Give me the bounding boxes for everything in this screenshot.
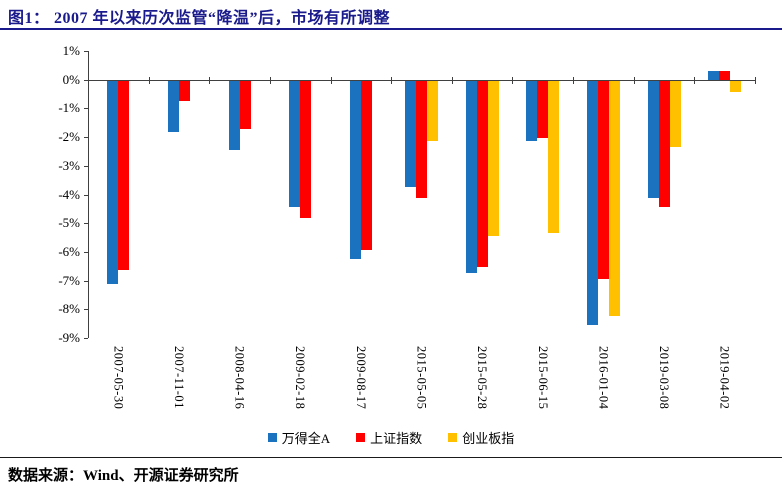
legend-item-上证指数: 上证指数 xyxy=(356,428,422,447)
legend-label: 上证指数 xyxy=(370,431,423,446)
x-axis-category-label: 2008-04-16 xyxy=(232,346,247,410)
bar-上证指数-2019-03-08 xyxy=(658,80,670,207)
y-axis-tick-label: -9% xyxy=(58,330,80,345)
x-axis-tick xyxy=(148,76,150,84)
y-axis-tick-label: -6% xyxy=(58,243,80,259)
y-axis-tick xyxy=(84,108,88,110)
y-axis-tick xyxy=(84,280,88,282)
bar-万得全A-2009-02-18 xyxy=(289,80,301,207)
x-axis-tick xyxy=(573,76,575,84)
x-axis-category-label: 2015-05-05 xyxy=(414,346,429,410)
bar-创业板指-2015-06-15 xyxy=(548,80,560,233)
bar-万得全A-2016-01-04 xyxy=(586,80,598,325)
y-axis-tick xyxy=(84,309,88,311)
bar-上证指数-2009-08-17 xyxy=(360,80,372,251)
bar-上证指数-2015-06-15 xyxy=(537,80,549,139)
bar-创业板指-2015-05-28 xyxy=(487,80,499,236)
y-axis-tick xyxy=(84,223,88,225)
x-axis-tick xyxy=(209,76,211,84)
x-axis-tick xyxy=(269,76,271,84)
bar-万得全A-2007-05-30 xyxy=(107,80,119,285)
figure-footer: 数据来源：Wind、开源证券研究所 xyxy=(0,457,782,489)
y-axis-tick xyxy=(84,79,88,81)
x-axis-tick xyxy=(633,76,635,84)
x-axis-category-label: 2007-05-30 xyxy=(111,346,126,410)
legend-swatch-icon xyxy=(267,433,277,442)
x-axis-tick xyxy=(330,76,332,84)
figure-header: 图1： 2007 年以来历次监管“降温”后，市场有所调整 xyxy=(0,0,782,28)
x-axis-tick xyxy=(391,76,393,84)
y-axis-tick-label: 0% xyxy=(62,71,80,87)
y-axis-line xyxy=(88,51,89,338)
y-axis-tick-label: -1% xyxy=(58,100,80,116)
x-axis-line xyxy=(88,79,755,81)
bar-上证指数-2015-05-05 xyxy=(416,80,427,199)
x-axis-tick xyxy=(451,76,453,84)
bar-创业板指-2019-04-02 xyxy=(730,80,742,93)
bar-上证指数-2007-11-01 xyxy=(178,80,190,101)
bar-上证指数-2007-05-30 xyxy=(118,80,130,271)
y-axis-tick-label: 1% xyxy=(62,43,80,58)
bar-chart: 1% 0% -1% -2% -3% -4% -5% -6% -7% -8% -9% 2007-05-3… xyxy=(0,30,782,456)
y-axis-tick xyxy=(84,51,88,52)
x-axis-category-label: 2015-06-15 xyxy=(535,346,550,410)
bar-创业板指-2015-05-05 xyxy=(427,80,438,141)
bar-上证指数-2019-04-02 xyxy=(719,71,731,80)
bar-创业板指-2019-03-08 xyxy=(669,80,681,147)
bar-上证指数-2015-05-28 xyxy=(476,80,488,268)
bar-万得全A-2009-08-17 xyxy=(349,80,361,259)
y-axis-tick-label: -3% xyxy=(58,157,80,173)
bar-万得全A-2015-05-28 xyxy=(465,80,477,273)
y-axis-tick xyxy=(84,338,88,339)
y-axis-tick-label: -8% xyxy=(58,301,80,317)
bar-万得全A-2015-05-05 xyxy=(405,80,416,187)
legend-label: 创业板指 xyxy=(462,431,515,446)
y-axis-tick xyxy=(84,165,88,167)
legend-swatch-icon xyxy=(356,433,366,442)
y-axis-tick-label: -4% xyxy=(58,186,80,202)
legend-swatch-icon xyxy=(448,433,458,442)
legend-label: 万得全A xyxy=(281,431,331,446)
y-axis-tick-label: -7% xyxy=(58,272,80,288)
bar-创业板指-2016-01-04 xyxy=(608,80,620,317)
x-axis-category-label: 2009-08-17 xyxy=(353,346,368,410)
x-axis-category-label: 2016-01-04 xyxy=(596,346,611,410)
figure-title: 图1： 2007 年以来历次监管“降温”后，市场有所调整 xyxy=(8,10,391,27)
x-axis-category-label: 2019-04-02 xyxy=(717,346,732,410)
y-axis-tick xyxy=(84,137,88,139)
x-axis-category-label: 2007-11-01 xyxy=(171,346,186,409)
x-axis-category-label: 2015-05-28 xyxy=(475,346,490,410)
bar-万得全A-2007-11-01 xyxy=(167,80,179,133)
data-source-text: 数据来源：Wind、开源证券研究所 xyxy=(8,468,239,484)
legend-item-创业板指: 创业板指 xyxy=(448,428,514,447)
y-axis-tick-label: -2% xyxy=(58,129,80,145)
x-axis-category-label: 2009-02-18 xyxy=(293,346,308,410)
x-axis-tick xyxy=(755,76,756,84)
header-rule xyxy=(0,28,782,30)
x-axis-tick xyxy=(694,76,696,84)
bar-万得全A-2008-04-16 xyxy=(228,80,240,150)
x-axis-tick xyxy=(512,76,514,84)
bar-上证指数-2008-04-16 xyxy=(239,80,251,130)
bar-万得全A-2015-06-15 xyxy=(526,80,538,141)
legend-item-万得全A: 万得全A xyxy=(267,428,331,447)
y-axis-tick xyxy=(84,251,88,253)
bar-上证指数-2016-01-04 xyxy=(597,80,609,279)
bar-万得全A-2019-04-02 xyxy=(708,71,720,80)
bar-上证指数-2009-02-18 xyxy=(300,80,312,219)
bar-万得全A-2019-03-08 xyxy=(647,80,659,199)
x-axis-category-label: 2019-03-08 xyxy=(657,346,672,410)
y-axis-tick-label: -5% xyxy=(58,215,80,231)
chart-legend: 万得全A 上证指数 创业板指 xyxy=(0,428,782,447)
y-axis-tick xyxy=(84,194,88,196)
